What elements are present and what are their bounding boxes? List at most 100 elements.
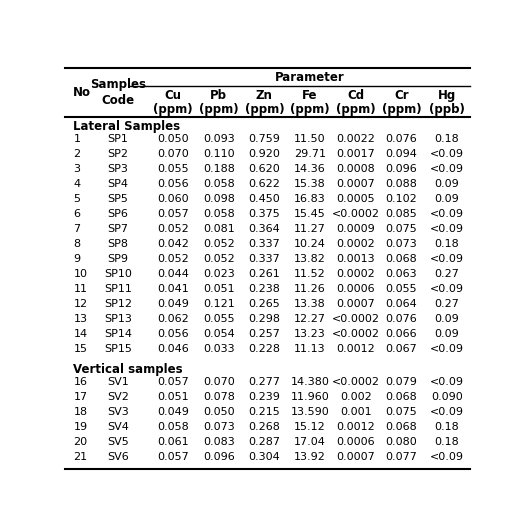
Text: 0.110: 0.110 — [203, 149, 234, 158]
Text: 0.18: 0.18 — [435, 423, 459, 432]
Text: <0.0002: <0.0002 — [331, 377, 379, 387]
Text: 0.068: 0.068 — [385, 423, 417, 432]
Text: 0.0017: 0.0017 — [336, 149, 375, 158]
Text: 13.92: 13.92 — [294, 452, 326, 463]
Text: SP15: SP15 — [104, 344, 132, 354]
Text: 0.079: 0.079 — [385, 377, 417, 387]
Text: 15.12: 15.12 — [294, 423, 326, 432]
Text: Cr
(ppm): Cr (ppm) — [382, 89, 421, 116]
Text: SP8: SP8 — [108, 239, 128, 249]
Text: 0.0009: 0.0009 — [336, 224, 375, 234]
Text: 0.337: 0.337 — [248, 254, 280, 264]
Text: 0.057: 0.057 — [157, 452, 189, 463]
Text: 0.070: 0.070 — [157, 149, 189, 158]
Text: 0.096: 0.096 — [203, 452, 234, 463]
Text: 0.052: 0.052 — [203, 254, 234, 264]
Text: 0.0013: 0.0013 — [336, 254, 375, 264]
Text: 0.023: 0.023 — [203, 269, 234, 279]
Text: 0.054: 0.054 — [203, 329, 234, 339]
Text: 0.238: 0.238 — [248, 284, 280, 294]
Text: 0.093: 0.093 — [203, 134, 234, 143]
Text: 0.056: 0.056 — [157, 329, 189, 339]
Text: Parameter: Parameter — [275, 71, 345, 84]
Text: SP4: SP4 — [108, 179, 128, 189]
Text: 0.228: 0.228 — [248, 344, 280, 354]
Text: 0.088: 0.088 — [385, 179, 417, 189]
Text: 3: 3 — [73, 163, 80, 174]
Text: 0.076: 0.076 — [385, 134, 417, 143]
Text: 0.083: 0.083 — [203, 437, 234, 447]
Text: 0.0006: 0.0006 — [336, 437, 375, 447]
Text: 0.041: 0.041 — [157, 284, 189, 294]
Text: 0.044: 0.044 — [157, 269, 189, 279]
Text: 0.0022: 0.0022 — [336, 134, 375, 143]
Text: 0.0006: 0.0006 — [336, 284, 375, 294]
Text: 5: 5 — [73, 194, 80, 204]
Text: 0.759: 0.759 — [248, 134, 280, 143]
Text: 15: 15 — [73, 344, 87, 354]
Text: <0.0002: <0.0002 — [331, 209, 379, 219]
Text: 0.080: 0.080 — [385, 437, 417, 447]
Text: <0.09: <0.09 — [430, 377, 464, 387]
Text: 0.27: 0.27 — [434, 269, 459, 279]
Text: 0.073: 0.073 — [203, 423, 234, 432]
Text: Cd
(ppm): Cd (ppm) — [336, 89, 375, 116]
Text: 14.380: 14.380 — [291, 377, 329, 387]
Text: <0.09: <0.09 — [430, 224, 464, 234]
Text: 0.058: 0.058 — [157, 423, 189, 432]
Text: 0.058: 0.058 — [203, 209, 234, 219]
Text: 6: 6 — [73, 209, 80, 219]
Text: 0.18: 0.18 — [435, 239, 459, 249]
Text: 0.055: 0.055 — [386, 284, 417, 294]
Text: <0.09: <0.09 — [430, 344, 464, 354]
Text: 0.102: 0.102 — [385, 194, 417, 204]
Text: <0.09: <0.09 — [430, 452, 464, 463]
Text: 0.075: 0.075 — [385, 224, 417, 234]
Text: 0.0005: 0.0005 — [336, 194, 375, 204]
Text: 11.27: 11.27 — [294, 224, 326, 234]
Text: 15.38: 15.38 — [294, 179, 326, 189]
Text: 0.0012: 0.0012 — [336, 423, 375, 432]
Text: Hg
(ppb): Hg (ppb) — [429, 89, 465, 116]
Text: <0.0002: <0.0002 — [331, 314, 379, 324]
Text: <0.09: <0.09 — [430, 209, 464, 219]
Text: 0.257: 0.257 — [248, 329, 280, 339]
Text: 0.094: 0.094 — [385, 149, 417, 158]
Text: 0.076: 0.076 — [385, 314, 417, 324]
Text: 10: 10 — [73, 269, 87, 279]
Text: 0.062: 0.062 — [157, 314, 189, 324]
Text: 0.364: 0.364 — [248, 224, 280, 234]
Text: 12: 12 — [73, 299, 88, 309]
Text: 10.24: 10.24 — [294, 239, 326, 249]
Text: 0.066: 0.066 — [386, 329, 417, 339]
Text: 0.239: 0.239 — [248, 392, 280, 402]
Text: 0.27: 0.27 — [434, 299, 459, 309]
Text: 0.188: 0.188 — [203, 163, 234, 174]
Text: Samples
Code: Samples Code — [90, 78, 146, 107]
Text: 0.052: 0.052 — [157, 224, 189, 234]
Text: 13.590: 13.590 — [291, 407, 329, 417]
Text: 0.0008: 0.0008 — [336, 163, 375, 174]
Text: 0.002: 0.002 — [340, 392, 372, 402]
Text: SV6: SV6 — [107, 452, 129, 463]
Text: 0.09: 0.09 — [435, 179, 459, 189]
Text: SV3: SV3 — [107, 407, 129, 417]
Text: Cu
(ppm): Cu (ppm) — [153, 89, 193, 116]
Text: 0.056: 0.056 — [157, 179, 189, 189]
Text: Pb
(ppm): Pb (ppm) — [199, 89, 239, 116]
Text: 13.82: 13.82 — [294, 254, 326, 264]
Text: 11.50: 11.50 — [294, 134, 326, 143]
Text: 0.057: 0.057 — [157, 377, 189, 387]
Text: 0.096: 0.096 — [385, 163, 417, 174]
Text: 0.081: 0.081 — [203, 224, 234, 234]
Text: 0.622: 0.622 — [248, 179, 280, 189]
Text: 2: 2 — [73, 149, 80, 158]
Text: 4: 4 — [73, 179, 80, 189]
Text: <0.09: <0.09 — [430, 163, 464, 174]
Text: SV2: SV2 — [107, 392, 129, 402]
Text: 0.050: 0.050 — [157, 134, 189, 143]
Text: 1: 1 — [73, 134, 80, 143]
Text: 0.077: 0.077 — [385, 452, 417, 463]
Text: 0.078: 0.078 — [203, 392, 234, 402]
Text: 0.09: 0.09 — [435, 314, 459, 324]
